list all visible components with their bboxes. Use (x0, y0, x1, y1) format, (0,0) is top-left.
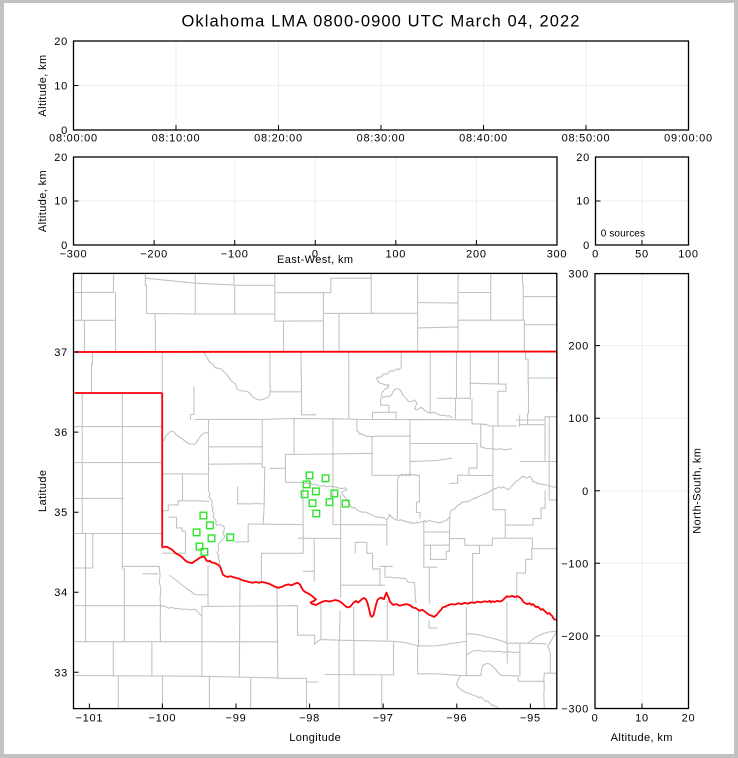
svg-text:35: 35 (54, 507, 68, 519)
svg-text:Altitude, km: Altitude, km (37, 170, 49, 232)
svg-text:0: 0 (592, 249, 599, 261)
svg-text:33: 33 (54, 667, 68, 679)
svg-text:−200: −200 (140, 249, 168, 261)
svg-text:−100: −100 (561, 558, 589, 570)
svg-text:Latitude: Latitude (37, 470, 49, 512)
svg-text:300: 300 (568, 269, 589, 281)
svg-text:−96: −96 (446, 713, 467, 725)
svg-text:10: 10 (576, 196, 590, 208)
svg-text:0: 0 (61, 125, 68, 137)
svg-text:East-West, km: East-West, km (277, 254, 354, 266)
svg-text:−101: −101 (76, 713, 104, 725)
svg-text:0: 0 (592, 713, 599, 725)
svg-text:08:20:00: 08:20:00 (254, 133, 303, 145)
svg-text:−98: −98 (299, 713, 320, 725)
svg-text:10: 10 (635, 713, 649, 725)
svg-text:Altitude, km: Altitude, km (611, 732, 673, 744)
svg-text:200: 200 (466, 249, 487, 261)
svg-text:10: 10 (54, 81, 68, 93)
svg-text:100: 100 (568, 413, 589, 425)
svg-text:36: 36 (54, 427, 68, 439)
svg-text:08:50:00: 08:50:00 (562, 133, 611, 145)
svg-text:200: 200 (568, 341, 589, 353)
svg-text:37: 37 (54, 347, 68, 359)
svg-text:−300: −300 (561, 704, 589, 716)
svg-text:100: 100 (678, 249, 699, 261)
svg-text:−99: −99 (226, 713, 247, 725)
svg-text:−97: −97 (373, 713, 394, 725)
svg-text:08:00:00: 08:00:00 (49, 133, 98, 145)
svg-text:0 sources: 0 sources (601, 229, 645, 240)
svg-text:0: 0 (582, 486, 589, 498)
svg-text:100: 100 (385, 249, 406, 261)
svg-text:0: 0 (312, 249, 319, 261)
svg-text:−100: −100 (149, 713, 177, 725)
svg-text:50: 50 (635, 249, 649, 261)
svg-text:20: 20 (576, 152, 590, 164)
svg-text:10: 10 (54, 196, 68, 208)
svg-text:08:10:00: 08:10:00 (152, 133, 201, 145)
svg-text:08:30:00: 08:30:00 (357, 133, 406, 145)
svg-text:Longitude: Longitude (289, 732, 341, 744)
svg-text:20: 20 (54, 36, 68, 48)
svg-text:300: 300 (547, 249, 568, 261)
svg-text:09:00:00: 09:00:00 (664, 133, 713, 145)
svg-text:−100: −100 (221, 249, 249, 261)
svg-text:0: 0 (583, 240, 590, 252)
svg-text:Altitude, km: Altitude, km (37, 54, 49, 116)
svg-text:08:40:00: 08:40:00 (459, 133, 508, 145)
svg-text:−95: −95 (520, 713, 541, 725)
svg-text:0: 0 (61, 240, 68, 252)
svg-text:20: 20 (682, 713, 696, 725)
svg-text:−200: −200 (561, 631, 589, 643)
svg-text:North-South, km: North-South, km (692, 448, 704, 534)
svg-text:20: 20 (54, 152, 68, 164)
svg-text:Oklahoma LMA 0800-0900 UTC Mar: Oklahoma LMA 0800-0900 UTC March 04, 202… (181, 13, 580, 31)
svg-text:34: 34 (54, 587, 68, 599)
svg-text:−300: −300 (60, 249, 88, 261)
